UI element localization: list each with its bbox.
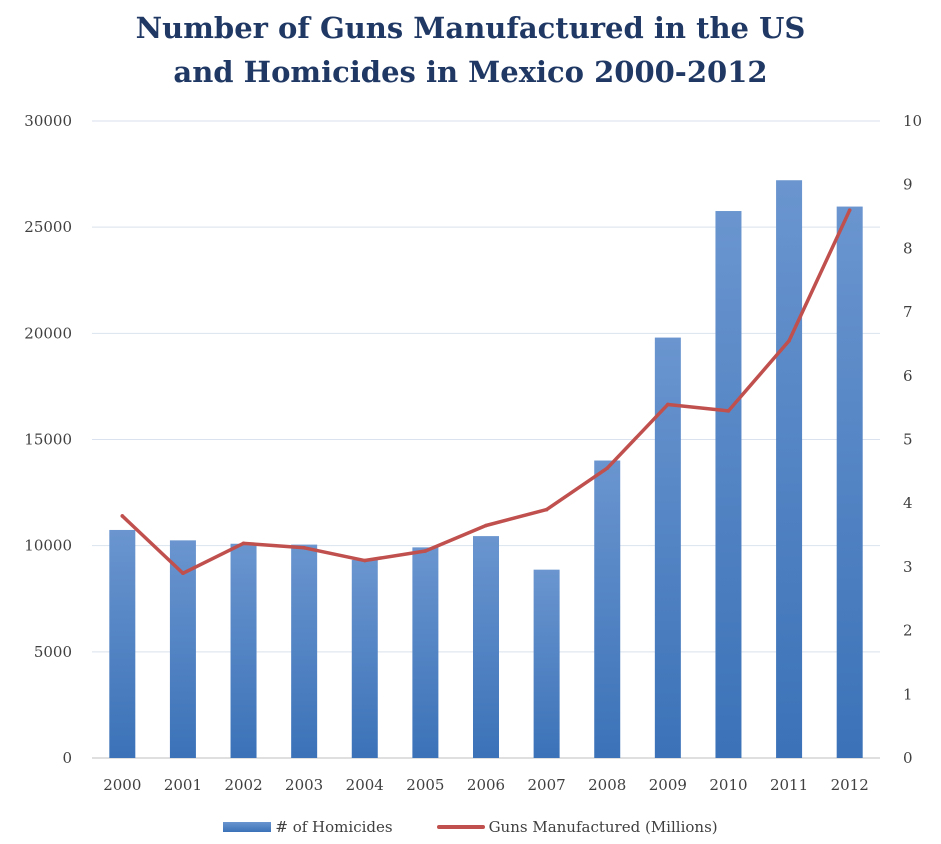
chart-title-line-1: Number of Guns Manufactured in the US: [135, 11, 806, 45]
left-y-tick-label: 10000: [24, 537, 72, 555]
bar: [654, 337, 681, 758]
line-point: [241, 541, 246, 546]
bar: [715, 211, 742, 759]
bar: [776, 180, 803, 759]
right-y-tick-label: 3: [903, 558, 913, 576]
line-point: [544, 507, 549, 512]
x-tick-label: 2002: [224, 776, 262, 794]
x-tick-label: 2000: [103, 776, 141, 794]
bar: [473, 536, 499, 758]
line-point: [847, 208, 852, 212]
bar-series-homicides: [109, 180, 863, 759]
left-y-tick-label: 5000: [34, 643, 72, 661]
chart-title-line-2: and Homicides in Mexico 2000-2012: [173, 55, 768, 89]
legend-item-guns: Guns Manufactured (Millions): [436, 818, 718, 836]
legend: # of Homicides Guns Manufactured (Millio…: [0, 818, 941, 836]
legend-swatch-bar: [223, 822, 272, 832]
bar: [351, 559, 378, 758]
bar: [533, 569, 560, 758]
line-point: [726, 409, 731, 413]
x-tick-label: 2001: [164, 776, 202, 794]
line-point: [423, 549, 428, 553]
right-y-tick-label: 10: [903, 112, 922, 130]
x-axis: 2000 2001 2002 2003 2004 2005 2006 2007 2008 2009…: [103, 776, 869, 794]
x-tick-label: 2011: [770, 776, 808, 794]
legend-item-homicides: # of Homicides: [223, 818, 393, 836]
line-point: [120, 514, 125, 518]
bar: [594, 460, 621, 758]
left-y-axis: 0 5000 10000 15000 20000 25000 30000: [24, 112, 72, 767]
right-y-tick-label: 8: [903, 239, 913, 257]
left-y-tick-label: 15000: [24, 431, 72, 449]
right-y-tick-label: 1: [903, 685, 913, 703]
chart-title: Number of Guns Manufactured in the US an…: [0, 6, 941, 94]
line-point: [181, 571, 185, 576]
right-y-tick-label: 6: [903, 367, 913, 385]
line-point: [302, 545, 306, 550]
legend-label-guns: Guns Manufactured (Millions): [488, 818, 718, 836]
line-series-guns: [120, 208, 852, 576]
left-y-tick-label: 30000: [24, 112, 72, 130]
line-point: [362, 558, 367, 563]
right-y-tick-label: 9: [903, 176, 913, 194]
x-tick-label: 2005: [406, 776, 444, 794]
line-point: [484, 523, 488, 528]
bar: [836, 206, 863, 759]
right-y-axis: 0 1 2 3 4 5 6 7 8 9 10: [903, 112, 922, 767]
legend-label-homicides: # of Homicides: [275, 818, 393, 836]
right-y-tick-label: 2: [903, 622, 913, 640]
x-tick-label: 2007: [528, 776, 566, 794]
left-y-tick-label: 25000: [24, 218, 72, 236]
legend-swatch-line: [436, 825, 485, 829]
x-tick-label: 2008: [588, 776, 626, 794]
right-y-tick-label: 7: [903, 303, 913, 321]
line-point: [787, 338, 791, 343]
x-tick-label: 2012: [831, 776, 869, 794]
x-tick-label: 2004: [346, 776, 384, 794]
x-tick-label: 2010: [709, 776, 747, 794]
right-y-tick-label: 4: [903, 494, 913, 512]
x-tick-label: 2009: [649, 776, 687, 794]
right-y-tick-label: 0: [903, 749, 913, 767]
line-point: [605, 466, 610, 470]
bar: [169, 540, 196, 758]
x-tick-label: 2006: [467, 776, 505, 794]
bar: [412, 547, 439, 758]
bar: [109, 529, 136, 758]
bar: [230, 543, 257, 758]
bar: [291, 544, 318, 758]
left-y-tick-label: 20000: [24, 324, 72, 342]
right-y-tick-label: 5: [903, 431, 913, 449]
left-y-tick-label: 0: [62, 749, 72, 767]
x-tick-label: 2003: [285, 776, 323, 794]
line-point: [666, 402, 670, 407]
